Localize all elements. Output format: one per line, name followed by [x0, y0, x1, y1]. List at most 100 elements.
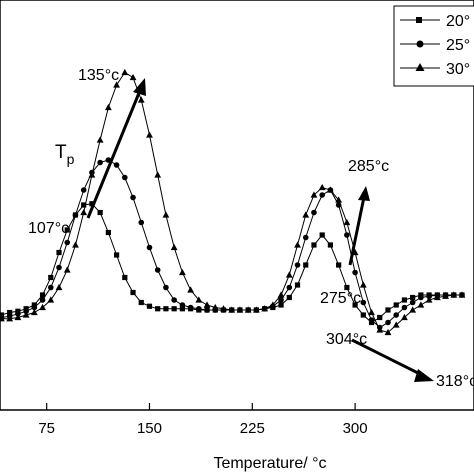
- data-point: [47, 296, 55, 303]
- data-point: [392, 321, 400, 328]
- data-point: [376, 326, 384, 333]
- data-point: [344, 232, 350, 238]
- data-point: [146, 303, 153, 309]
- data-point: [195, 296, 203, 303]
- data-point: [327, 186, 334, 193]
- data-point: [343, 218, 351, 226]
- data-point: [129, 73, 137, 81]
- data-point: [344, 284, 350, 291]
- data-point: [278, 297, 284, 303]
- data-point: [6, 315, 14, 322]
- data-point: [393, 302, 399, 308]
- shift-arrow-head: [414, 369, 434, 382]
- legend-label-2: 25°: [446, 37, 470, 54]
- data-point: [433, 293, 441, 301]
- data-point: [286, 284, 293, 291]
- data-point: [311, 209, 317, 216]
- data-point: [401, 297, 408, 303]
- data-point: [80, 187, 87, 193]
- data-point: [96, 136, 104, 143]
- tp-arrow-high-head: [358, 186, 370, 201]
- data-point: [179, 302, 186, 308]
- data-point: [187, 286, 195, 293]
- data-point: [39, 303, 46, 311]
- data-point: [319, 232, 325, 238]
- data-point: [39, 297, 46, 303]
- annotation-arrows: [86, 78, 434, 382]
- data-point: [31, 304, 38, 311]
- data-point: [285, 271, 293, 278]
- data-point: [409, 306, 417, 313]
- data-point: [154, 171, 162, 178]
- data-point: [335, 196, 343, 203]
- data-point: [211, 303, 219, 311]
- legend-box: [393, 5, 474, 87]
- data-point: [55, 283, 63, 291]
- tp-arrow-high: [348, 196, 366, 266]
- data-point: [196, 305, 202, 312]
- data-point: [368, 308, 375, 316]
- data-point: [318, 183, 326, 191]
- data-point: [228, 306, 236, 313]
- tp-label-sub: p: [67, 151, 75, 167]
- data-point: [113, 81, 120, 88]
- data-point: [187, 304, 194, 311]
- tp-arrow-low: [86, 87, 143, 219]
- legend-entry-3: 30°: [400, 61, 470, 78]
- data-point: [269, 301, 277, 308]
- data-point: [377, 314, 383, 321]
- x-tick-label: 300: [343, 420, 368, 437]
- data-point: [204, 307, 210, 313]
- data-point: [7, 309, 13, 316]
- data-point: [121, 68, 129, 76]
- data-point: [359, 281, 367, 288]
- data-point: [310, 191, 318, 198]
- data-point: [303, 262, 309, 268]
- data-point: [244, 306, 252, 313]
- data-point: [409, 299, 416, 306]
- data-point: [252, 306, 260, 313]
- data-point: [171, 306, 177, 312]
- data-point: [154, 267, 161, 273]
- data-point: [286, 294, 292, 301]
- data-point: [97, 209, 103, 216]
- data-point: [368, 317, 375, 323]
- data-point: [138, 299, 144, 306]
- data-point: [418, 294, 424, 301]
- data-point: [393, 312, 400, 318]
- legend-entry-2: 25°: [400, 37, 470, 54]
- annotation-275: 275°c: [320, 290, 361, 307]
- data-point: [302, 211, 310, 218]
- data-point: [22, 311, 30, 318]
- data-point: [64, 239, 71, 246]
- data-point: [63, 266, 71, 273]
- x-tick-label: 150: [137, 420, 162, 437]
- data-point: [56, 264, 62, 271]
- legend-entry-1: 20°: [400, 13, 470, 30]
- data-point: [0, 315, 5, 322]
- data-point: [122, 174, 128, 181]
- data-point: [236, 306, 244, 313]
- data-point: [261, 305, 269, 312]
- data-point: [163, 284, 169, 291]
- data-point: [48, 274, 54, 281]
- data-point: [81, 202, 87, 208]
- data-point: [56, 249, 62, 256]
- data-point: [122, 274, 128, 281]
- legend: 20° 25° 30°: [393, 5, 474, 87]
- data-point: [277, 291, 285, 298]
- data-point: [278, 302, 284, 308]
- data-point: [294, 262, 301, 268]
- data-point: [15, 310, 21, 317]
- data-point: [450, 291, 458, 298]
- data-point: [113, 162, 120, 168]
- legend-label-3: 30°: [446, 61, 470, 78]
- tp-label: Tp: [55, 142, 75, 167]
- data-point: [88, 171, 96, 178]
- data-point: [30, 308, 38, 316]
- data-point: [155, 306, 161, 312]
- legend-marker-triangle: [415, 63, 425, 71]
- data-point: [385, 319, 391, 326]
- data-point: [171, 297, 177, 303]
- data-point: [104, 103, 112, 111]
